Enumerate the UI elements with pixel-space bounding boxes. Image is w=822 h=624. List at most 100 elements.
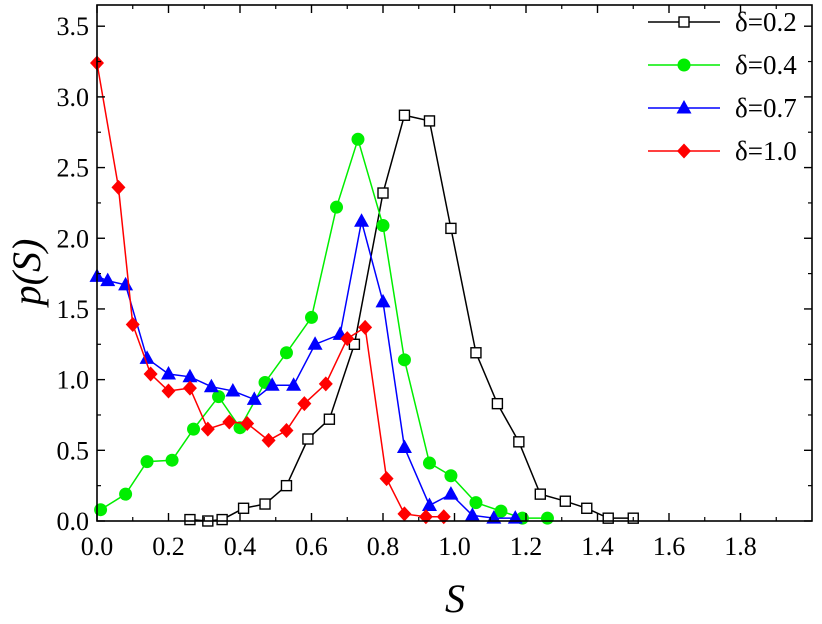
series-2-point — [422, 456, 436, 470]
x-tick-label: 0.8 — [367, 532, 400, 561]
series-1-point — [323, 413, 336, 425]
legend-entry-1: δ=0.2 — [648, 7, 797, 37]
series-3-point — [100, 272, 116, 287]
series-2-point — [351, 132, 365, 146]
series-4-point — [182, 380, 197, 396]
series-1-point — [302, 433, 314, 445]
series-4-point — [279, 423, 294, 439]
series-2-point — [165, 453, 179, 467]
series-4-point — [358, 319, 373, 335]
y-tick-label: 3.5 — [57, 12, 90, 41]
legend-marker — [676, 100, 692, 114]
series-1-point — [237, 502, 250, 514]
series-layer — [89, 55, 639, 527]
series-2-point — [119, 487, 133, 501]
series-3-point — [225, 382, 241, 397]
series-3-point — [203, 378, 219, 393]
y-tick-label: 0.0 — [57, 507, 90, 536]
x-tick-label: 1.2 — [510, 532, 543, 561]
series-3-point — [375, 293, 391, 308]
series-4-point — [318, 376, 333, 392]
series-1-point — [280, 479, 293, 492]
series-4-point — [379, 471, 394, 487]
series-2 — [94, 132, 554, 525]
series-3-point — [421, 497, 437, 511]
series-4-point — [200, 421, 215, 437]
series-4-point — [297, 396, 312, 412]
series-3 — [89, 213, 523, 524]
legend-marker — [677, 58, 691, 72]
series-1-point — [491, 397, 504, 410]
series-4-point — [125, 316, 140, 332]
x-tick-label: 0.2 — [152, 532, 185, 561]
legend-entry-3: δ=0.7 — [648, 93, 797, 123]
plot-frame — [96, 4, 813, 522]
x-tick-label: 1.0 — [438, 532, 471, 561]
series-4-point — [436, 509, 451, 525]
series-1-point — [534, 488, 546, 500]
series-2-point — [94, 503, 108, 517]
y-axis-title: p(S) — [4, 239, 49, 309]
legend-marker — [678, 16, 690, 28]
series-1-point — [184, 513, 196, 526]
series-4 — [90, 55, 451, 525]
legend-entry-4: δ=1.0 — [648, 136, 797, 166]
y-tick-label: 2.0 — [57, 224, 90, 253]
series-1-point — [559, 495, 572, 507]
series-2-point — [469, 496, 483, 510]
series-1-point — [602, 512, 614, 524]
series-3-point — [182, 368, 198, 383]
y-tick-label: 1.0 — [57, 366, 90, 395]
series-4-line — [96, 62, 444, 518]
series-2-point — [330, 200, 344, 214]
series-2-point — [140, 455, 154, 469]
series-3-point — [246, 391, 262, 405]
series-2-point — [444, 469, 458, 483]
series-1-point — [348, 338, 361, 350]
y-tick-label: 1.5 — [57, 295, 90, 324]
x-axis-title: S — [445, 576, 465, 621]
series-1-point — [377, 187, 389, 199]
series-4-point — [111, 179, 126, 195]
axis-layer: 0.0 0.2 0.4 0.6 0.8 1.0 1.2 1.4 1.6 1.8 0.0 0.5 1.0 1… — [57, 4, 813, 561]
series-1 — [184, 109, 639, 527]
legend-marker — [677, 143, 691, 159]
series-2-point — [279, 346, 293, 360]
series-2-point — [212, 390, 226, 404]
series-1-line — [189, 114, 634, 522]
series-1-point — [423, 115, 436, 127]
series-4-point — [261, 432, 276, 448]
series-3-point — [286, 377, 302, 391]
series-3-point — [139, 350, 155, 364]
x-tick-label: 0.6 — [295, 532, 328, 561]
series-3-point — [443, 486, 459, 500]
series-3-point — [464, 507, 480, 521]
series-2-point — [376, 219, 390, 233]
series-1-point — [259, 498, 271, 510]
series-2-point — [540, 511, 554, 525]
series-4-point — [240, 415, 255, 431]
series-2-point — [305, 310, 318, 324]
series-3-point — [264, 377, 280, 391]
series-4-point — [161, 383, 176, 399]
y-tick-label: 2.5 — [57, 154, 90, 183]
series-4-point — [418, 509, 433, 525]
series-2-point — [187, 422, 201, 436]
legend-label: δ=1.0 — [735, 136, 797, 166]
x-tick-label: 1.6 — [653, 532, 686, 561]
series-3-point — [307, 336, 323, 350]
y-tick-label: 0.5 — [57, 436, 90, 465]
series-1-point — [581, 502, 593, 514]
series-4-point — [397, 506, 412, 522]
series-1-point — [513, 436, 525, 448]
series-2-point — [397, 353, 411, 367]
series-1-point — [470, 347, 482, 359]
legend-label: δ=0.7 — [735, 93, 797, 123]
series-1-point — [398, 109, 411, 121]
legend-label: δ=0.2 — [735, 7, 797, 37]
x-tick-label: 1.4 — [581, 532, 614, 561]
series-1-point — [216, 513, 228, 526]
series-4-point — [143, 366, 158, 382]
y-tick-label: 3.0 — [57, 83, 90, 112]
